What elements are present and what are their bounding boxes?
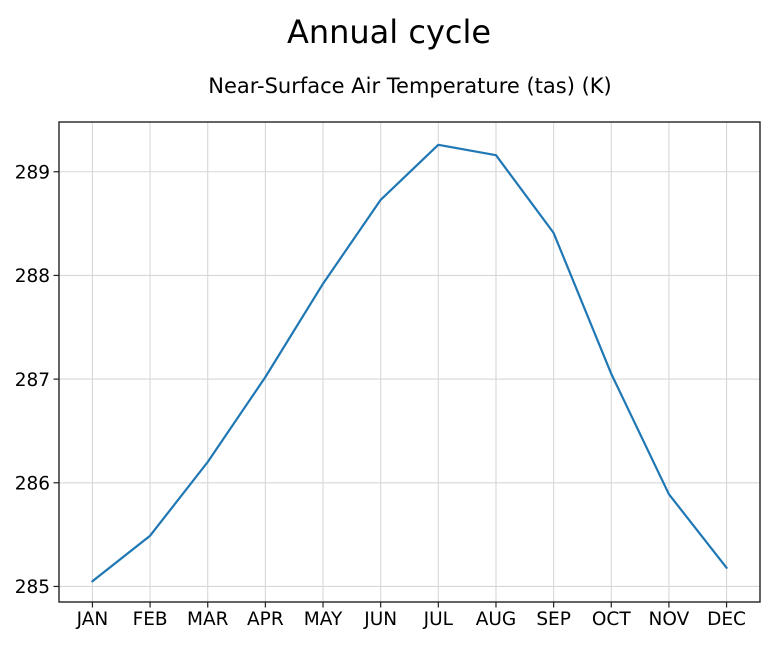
y-tick-label: 288 (15, 266, 50, 287)
x-tick-label: NOV (649, 609, 690, 630)
y-tick-label: 289 (15, 162, 50, 183)
x-tick-label: JUN (363, 609, 397, 630)
grid-lines (59, 122, 760, 602)
axis-ticks (53, 171, 728, 608)
y-tick-label: 286 (15, 473, 50, 494)
tick-labels: JAN FEB MAR APR MAY JUN JUL AUG SEP OCT NOV DEC 285 2… (15, 162, 746, 630)
axes-title: Near-Surface Air Temperature (tas) (K) (208, 74, 612, 98)
x-tick-label: MAR (187, 609, 229, 630)
x-tick-label: JUL (423, 609, 454, 630)
x-tick-label: SEP (536, 609, 571, 630)
y-tick-label: 285 (15, 577, 50, 598)
x-tick-label: APR (247, 609, 284, 630)
x-tick-label: FEB (133, 609, 168, 630)
x-tick-label: MAY (304, 609, 343, 630)
figure-title: Annual cycle (287, 13, 491, 51)
x-tick-label: OCT (592, 609, 631, 630)
temperature-line (91, 143, 728, 583)
y-tick-label: 287 (15, 370, 50, 391)
plot-area-border (58, 121, 761, 603)
x-tick-label: DEC (707, 609, 746, 630)
x-tick-label: AUG (476, 609, 517, 630)
x-tick-label: JAN (76, 609, 109, 630)
